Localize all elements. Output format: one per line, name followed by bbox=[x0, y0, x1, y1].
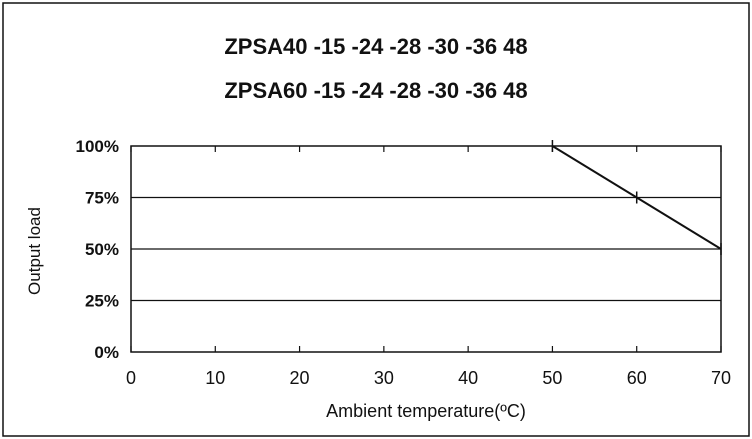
x-axis-label: Ambient temperature(ºC) bbox=[326, 401, 526, 421]
y-axis-label: Output load bbox=[25, 207, 44, 295]
x-tick-label: 10 bbox=[205, 368, 225, 388]
x-tick-label: 0 bbox=[126, 368, 136, 388]
y-tick-label: 25% bbox=[85, 292, 119, 311]
y-tick-label: 50% bbox=[85, 240, 119, 259]
x-tick-label: 40 bbox=[458, 368, 478, 388]
label-layer: 0% 25% 50% 75% 100% 0 10 20 30 40 50 60 70 bbox=[76, 137, 732, 388]
x-tick-label: 20 bbox=[290, 368, 310, 388]
series-layer bbox=[551, 140, 722, 255]
grid-layer bbox=[131, 196, 721, 302]
chart-title-line-2: ZPSA60 -15 -24 -28 -30 -36 48 bbox=[224, 78, 528, 103]
x-tick-label: 60 bbox=[627, 368, 647, 388]
x-tick-label: 30 bbox=[374, 368, 394, 388]
x-tick-label: 70 bbox=[711, 368, 731, 388]
y-tick-label: 100% bbox=[76, 137, 119, 156]
y-tick-label: 0% bbox=[94, 343, 119, 362]
chart-title-line-1: ZPSA40 -15 -24 -28 -30 -36 48 bbox=[224, 34, 528, 59]
y-tick-label: 75% bbox=[85, 189, 119, 208]
x-tick-label: 50 bbox=[542, 368, 562, 388]
